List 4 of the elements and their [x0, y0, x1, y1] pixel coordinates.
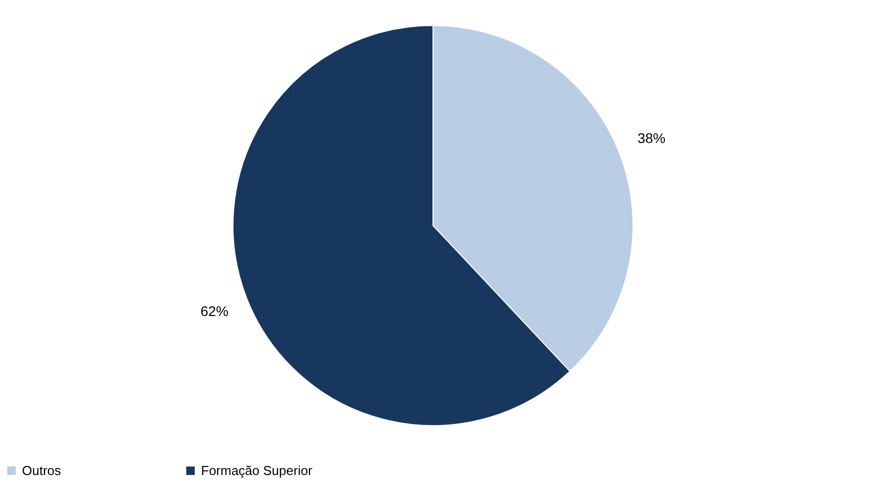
legend-label: Outros: [22, 462, 62, 478]
legend-label: Formação Superior: [201, 462, 313, 478]
data-label: 38%: [637, 130, 666, 146]
data-label: 62%: [200, 303, 229, 320]
